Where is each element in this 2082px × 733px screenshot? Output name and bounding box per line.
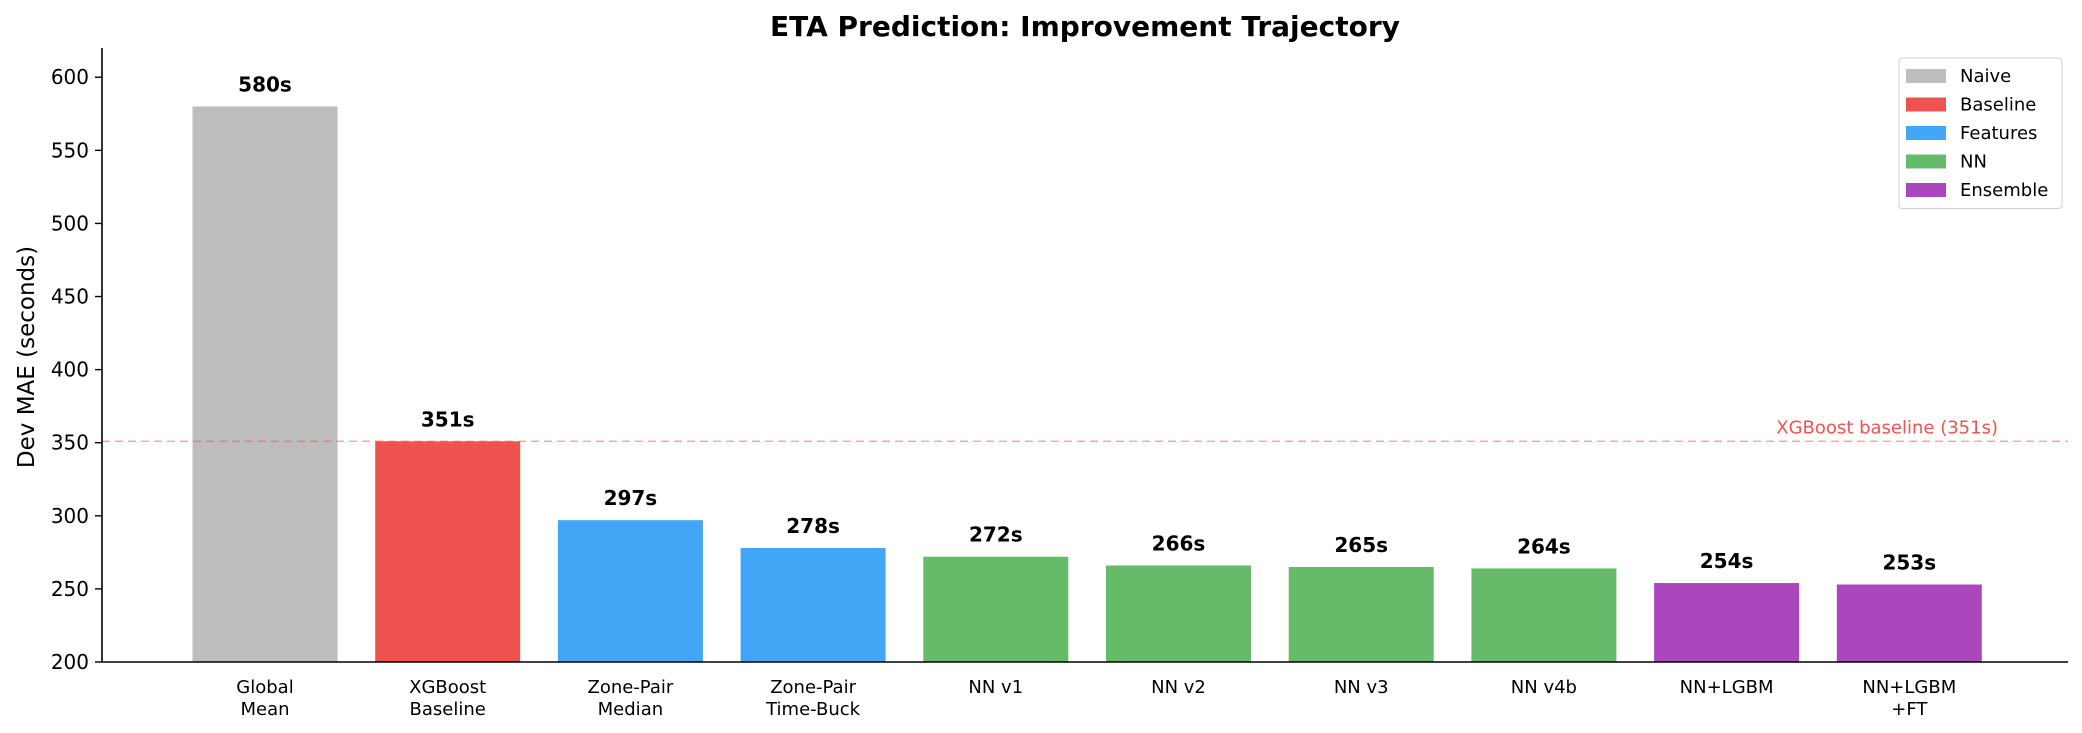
legend-swatch xyxy=(1906,183,1946,197)
data-label: 278s xyxy=(786,514,840,538)
legend-label: Ensemble xyxy=(1960,180,2048,201)
y-tick-label: 250 xyxy=(51,577,89,601)
x-tick-label: +FT xyxy=(1891,699,1928,720)
x-tick-label: Zone-Pair xyxy=(770,677,856,698)
bar xyxy=(923,556,1069,662)
legend-label: Baseline xyxy=(1960,95,2036,116)
x-tick-label: Global xyxy=(236,677,293,698)
x-tick-label: Time-Buck xyxy=(765,699,861,720)
legend-frame xyxy=(1898,57,2063,209)
chart-title: ETA Prediction: Improvement Trajectory xyxy=(770,10,1400,43)
y-tick-label: 500 xyxy=(51,211,89,235)
y-tick-label: 550 xyxy=(51,138,89,162)
legend-swatch xyxy=(1906,97,1946,112)
bar xyxy=(1836,584,1982,662)
legend-label: Naive xyxy=(1960,66,2011,87)
legend-label: Features xyxy=(1960,123,2037,144)
x-tick-label: Median xyxy=(598,699,663,720)
plot-area: 580sGlobalMean351sXGBoostBaseline297sZon… xyxy=(51,48,2068,720)
data-label: 297s xyxy=(604,486,658,510)
y-tick-label: 300 xyxy=(51,504,89,528)
legend-swatch xyxy=(1906,154,1946,169)
y-tick-label: 350 xyxy=(51,431,89,455)
x-tick-label: NN+LGBM xyxy=(1680,677,1774,698)
data-label: 253s xyxy=(1882,551,1936,575)
bar xyxy=(740,547,886,662)
bar xyxy=(1106,565,1251,662)
data-label: 264s xyxy=(1517,534,1571,558)
data-label: 272s xyxy=(969,523,1023,547)
x-tick-label: Baseline xyxy=(410,699,486,720)
y-tick-label: 450 xyxy=(51,285,89,309)
x-tick-label: NN v2 xyxy=(1151,677,1206,698)
y-tick-label: 600 xyxy=(51,65,89,89)
data-label: 580s xyxy=(238,72,292,96)
bar xyxy=(557,520,703,662)
reference-line-label: XGBoost baseline (351s) xyxy=(1776,417,1998,438)
x-tick-label: NN v3 xyxy=(1334,677,1389,698)
data-label: 265s xyxy=(1334,533,1388,557)
bar xyxy=(1471,568,1617,662)
x-tick-label: Mean xyxy=(240,699,289,720)
bar xyxy=(192,106,338,662)
legend: Naive Baseline Features NN Ensemble xyxy=(1898,57,2063,209)
legend-swatch xyxy=(1906,69,1946,83)
y-tick-label: 400 xyxy=(51,358,89,382)
data-label: 351s xyxy=(421,407,475,431)
bar xyxy=(1654,583,1800,662)
y-axis-label: Dev MAE (seconds) xyxy=(14,246,40,468)
x-tick-label: NN v4b xyxy=(1511,677,1577,698)
y-tick-label: 200 xyxy=(51,650,89,674)
x-tick-label: Zone-Pair xyxy=(587,677,673,698)
data-label: 254s xyxy=(1700,549,1754,573)
x-tick-label: XGBoost xyxy=(409,677,486,698)
legend-label: NN xyxy=(1960,152,1987,173)
x-tick-label: NN v1 xyxy=(968,677,1023,698)
bar xyxy=(375,441,521,662)
legend-swatch xyxy=(1906,126,1946,140)
x-tick-label: NN+LGBM xyxy=(1862,677,1956,698)
bar xyxy=(1288,566,1434,662)
data-label: 266s xyxy=(1152,532,1206,556)
